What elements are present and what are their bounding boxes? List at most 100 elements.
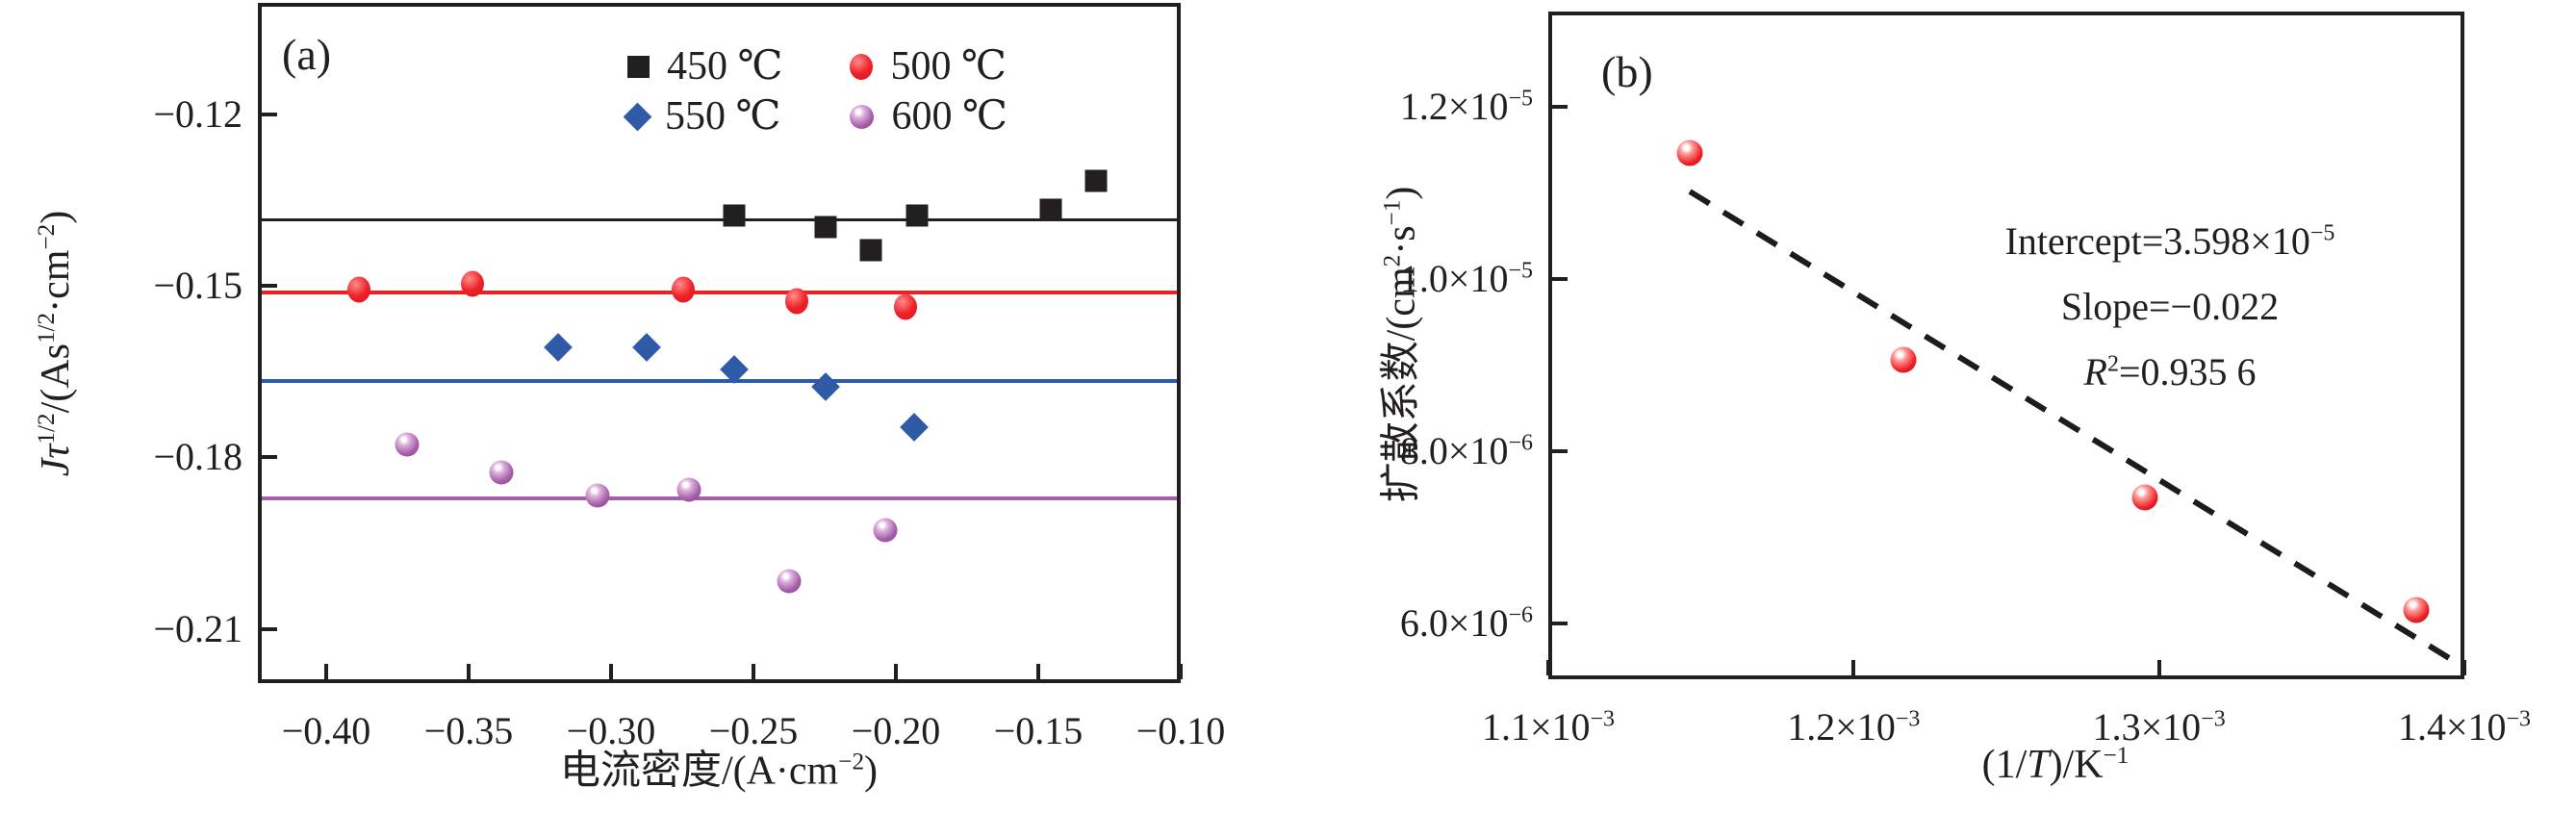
y-tick-mark xyxy=(262,284,277,289)
series-mean-line xyxy=(262,379,1177,384)
legend-item: 450 ℃ xyxy=(627,44,782,89)
text-segment: −0.15 xyxy=(153,264,242,308)
text-segment: −5 xyxy=(1508,86,1533,112)
text-segment: )/K xyxy=(2049,743,2104,787)
text-segment: −0.20 xyxy=(851,709,941,752)
y-tick-label: 6.0×10−6 xyxy=(1312,600,1533,647)
data-point-square xyxy=(1084,169,1108,192)
text-segment: −3 xyxy=(1895,706,1921,732)
y-tick-mark xyxy=(1552,448,1568,453)
fit-r-squared-text: R2=0.935 6 xyxy=(2084,350,2257,394)
text-segment: 2 xyxy=(2106,351,2119,377)
fit-intercept-text: Intercept=3.598×10−5 xyxy=(2005,219,2335,264)
x-tick-mark xyxy=(2156,660,2161,675)
text-segment: −0.15 xyxy=(993,709,1084,752)
text-segment: 1.1×10 xyxy=(1481,705,1591,749)
text-segment: 1.3×10 xyxy=(2092,705,2202,749)
data-point-circle xyxy=(672,276,696,303)
x-axis-title-b: (1/T)/K−1 xyxy=(1982,742,2130,788)
data-point-circle xyxy=(461,270,485,297)
x-tick-label: 1.4×10−3 xyxy=(2359,704,2570,750)
text-segment: ) xyxy=(864,749,879,794)
data-point-square xyxy=(814,216,837,239)
data-point-ball-red xyxy=(1890,346,1917,373)
fit-annotations: Intercept=3.598×10−5 Slope=−0.022 R2=0.9… xyxy=(1862,219,2478,394)
text-segment: −6 xyxy=(1508,602,1533,628)
y-tick-label: 1.0×10−5 xyxy=(1312,256,1533,302)
legend-item: 550 ℃ xyxy=(623,94,782,139)
plot-area-b xyxy=(1546,12,2466,679)
text-segment: −1 xyxy=(1379,199,1406,226)
data-point-ball-purple xyxy=(489,460,514,485)
data-point-ball-red xyxy=(1676,140,1703,166)
x-tick-label: 1.3×10−3 xyxy=(2053,704,2265,750)
legend-circle-icon xyxy=(850,53,874,80)
text-segment: R xyxy=(2083,350,2107,394)
text-segment: −0.12 xyxy=(153,91,242,136)
y-tick-label: −0.18 xyxy=(21,434,242,480)
x-tick-label: −0.10 xyxy=(1075,708,1287,754)
y-tick-label: 8.0×10−6 xyxy=(1312,428,1533,474)
text-segment: −1 xyxy=(2103,743,2130,769)
text-segment: 1.4×10 xyxy=(2397,705,2507,749)
text-segment: =0.935 6 xyxy=(2118,350,2257,394)
x-axis-title-a: 电流密度/(A·cm−2) xyxy=(560,738,878,797)
data-point-square xyxy=(1039,198,1062,221)
y-tick-mark xyxy=(1552,104,1568,109)
panel-label-a: (a) xyxy=(282,30,332,79)
x-tick-mark xyxy=(609,664,614,679)
data-point-ball-red xyxy=(2403,597,2430,623)
data-point-circle xyxy=(346,276,370,303)
text-segment: 6.0×10 xyxy=(1399,600,1509,645)
legend-a: 450 ℃ 500 ℃ 550 ℃ 600 ℃ xyxy=(623,44,1007,139)
text-segment: 1.0×10 xyxy=(1399,256,1509,300)
text-segment: −3 xyxy=(2201,706,2226,732)
data-point-circle xyxy=(785,288,809,315)
y-tick-mark xyxy=(262,455,277,460)
legend-label: 600 ℃ xyxy=(891,94,1007,139)
plot-area-a xyxy=(258,3,1183,683)
text-segment: (1/ xyxy=(1981,743,2028,787)
x-tick-label: −0.40 xyxy=(220,708,432,754)
text-segment: −3 xyxy=(1590,706,1616,732)
x-tick-mark xyxy=(752,664,756,679)
y-tick-mark xyxy=(1552,621,1568,625)
data-point-ball-red xyxy=(2131,484,2158,511)
text-segment: 1.2×10 xyxy=(1399,84,1509,128)
text-segment: −0.40 xyxy=(281,709,371,752)
text-segment: −5 xyxy=(1508,258,1533,284)
text-segment: −5 xyxy=(2309,220,2335,246)
x-tick-mark xyxy=(324,664,329,679)
data-point-ball-purple xyxy=(873,518,898,543)
data-point-square xyxy=(905,204,929,227)
text-segment: −3 xyxy=(2506,706,2532,732)
text-segment: −0.10 xyxy=(1135,709,1226,752)
text-segment: −0.35 xyxy=(423,709,514,752)
legend-item: 600 ℃ xyxy=(850,94,1007,139)
x-tick-label: −0.15 xyxy=(932,708,1144,754)
x-tick-mark xyxy=(2462,660,2466,675)
text-segment: ·s xyxy=(1379,225,1424,255)
x-tick-mark xyxy=(1546,660,1550,675)
data-point-ball-purple xyxy=(777,569,802,594)
fit-slope-text: Slope=−0.022 xyxy=(2061,285,2279,329)
data-point-ball-purple xyxy=(676,477,701,502)
text-segment: 1.2×10 xyxy=(1787,705,1896,749)
text-segment: Intercept=3.598×10 xyxy=(2004,219,2310,263)
data-point-circle xyxy=(893,293,917,320)
text-segment: Slope=−0.022 xyxy=(2060,285,2280,328)
data-point-square xyxy=(859,239,882,261)
text-segment: −2 xyxy=(838,749,865,775)
legend-square-icon xyxy=(627,55,650,78)
legend-label: 550 ℃ xyxy=(665,94,781,139)
x-tick-mark xyxy=(1036,664,1040,679)
text-segment: −0.30 xyxy=(566,709,656,752)
legend-label: 500 ℃ xyxy=(890,44,1007,89)
x-tick-label: −0.20 xyxy=(790,708,1002,754)
y-tick-label: −0.12 xyxy=(21,91,242,138)
y-tick-mark xyxy=(262,112,277,116)
y-tick-label: −0.15 xyxy=(21,263,242,309)
legend-item: 500 ℃ xyxy=(850,44,1007,89)
